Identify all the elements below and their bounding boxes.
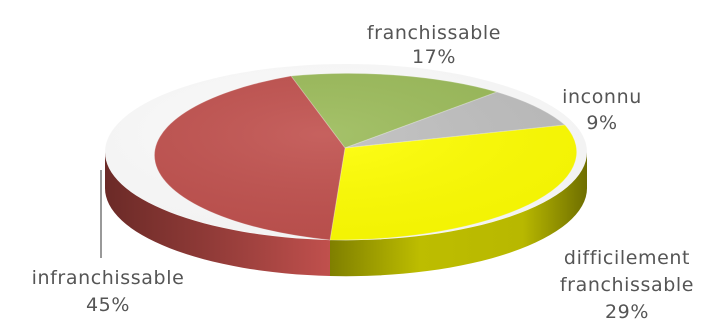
label-infranchissable: infranchissable — [32, 267, 185, 289]
value-infranchissable: 45% — [86, 294, 130, 316]
label-inconnu: inconnu — [562, 86, 642, 108]
value-difficilement-franchissable: 29% — [605, 301, 649, 320]
label-franchissable-2: franchissable — [560, 274, 694, 296]
label-difficilement: difficilement — [564, 247, 690, 269]
pie-top — [105, 64, 587, 241]
value-inconnu: 9% — [586, 112, 617, 134]
value-franchissable: 17% — [412, 46, 456, 68]
label-franchissable: franchissable — [367, 22, 501, 44]
slice-side-infranchissable — [104, 152, 330, 276]
slice-side-difficilement-franchissable — [330, 152, 588, 277]
pie-top-shading — [105, 64, 587, 240]
data-labels: franchissable 17% inconnu 9% difficileme… — [32, 22, 694, 320]
